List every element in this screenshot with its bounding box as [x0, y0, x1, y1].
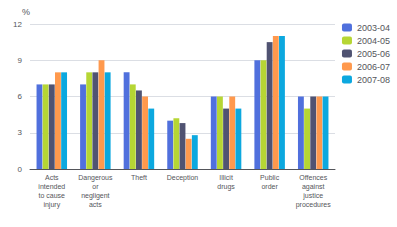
- svg-text:Public: Public: [260, 174, 280, 181]
- svg-text:justice: justice: [302, 192, 323, 200]
- svg-text:against: against: [302, 183, 325, 191]
- svg-text:acts: acts: [89, 201, 102, 208]
- svg-text:Theft: Theft: [131, 174, 147, 181]
- svg-text:order: order: [261, 183, 278, 190]
- svg-text:Dangerous: Dangerous: [78, 174, 113, 182]
- svg-text:2007-08: 2007-08: [357, 75, 390, 85]
- svg-text:to cause: to cause: [39, 192, 66, 199]
- svg-text:Acts: Acts: [45, 174, 59, 181]
- svg-text:2006-07: 2006-07: [357, 62, 390, 72]
- svg-text:Offences: Offences: [299, 174, 327, 181]
- svg-text:%: %: [22, 7, 30, 17]
- svg-text:or: or: [92, 183, 99, 190]
- svg-text:2003-04: 2003-04: [357, 23, 390, 33]
- svg-text:Deception: Deception: [167, 174, 199, 182]
- svg-text:procedures: procedures: [296, 201, 332, 209]
- svg-text:6: 6: [18, 92, 23, 101]
- svg-text:Illicit: Illicit: [219, 174, 233, 181]
- svg-text:3: 3: [18, 128, 23, 137]
- svg-text:2004-05: 2004-05: [357, 36, 390, 46]
- svg-text:intended: intended: [38, 183, 65, 190]
- svg-text:12: 12: [13, 20, 22, 29]
- svg-text:injury: injury: [43, 201, 60, 209]
- svg-text:2005-06: 2005-06: [357, 49, 390, 59]
- svg-text:9: 9: [18, 56, 23, 65]
- svg-text:negligent: negligent: [81, 192, 109, 200]
- svg-text:drugs: drugs: [217, 183, 235, 191]
- svg-text:0: 0: [18, 165, 23, 174]
